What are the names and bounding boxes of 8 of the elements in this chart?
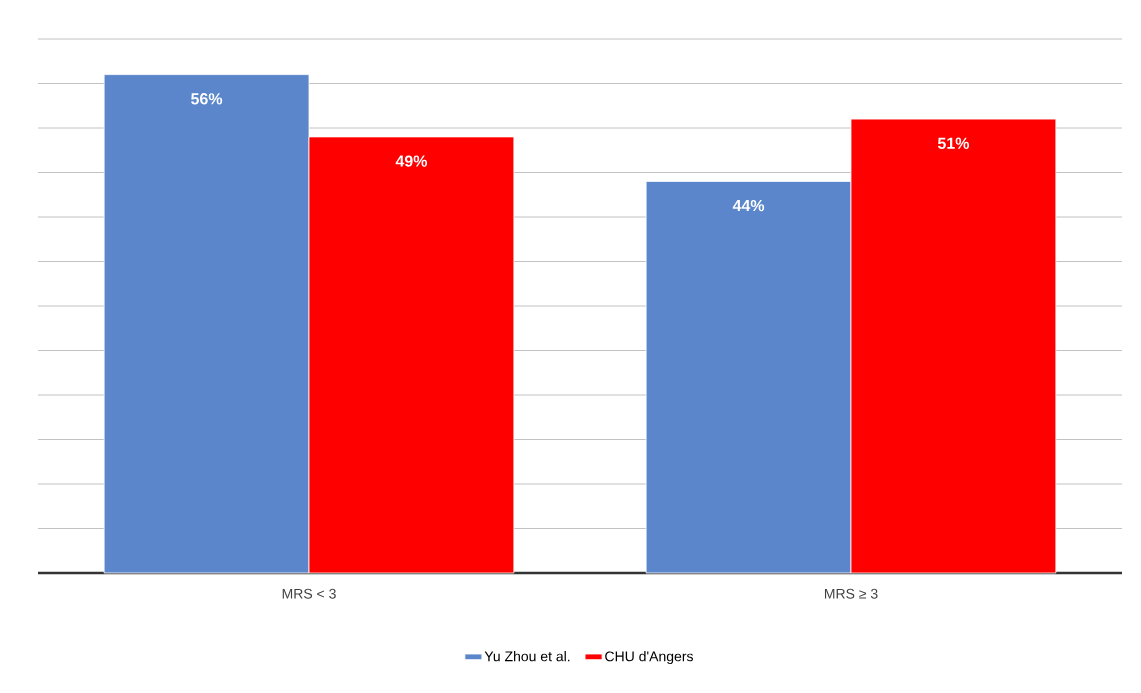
x-tick-label: MRS < 3 — [282, 588, 336, 599]
x-tick-label: MRS ≥ 3 — [824, 588, 878, 599]
legend-label: Yu Zhou et al. — [484, 651, 570, 662]
legend-label: CHU d'Angers — [605, 651, 693, 665]
data-label: 44% — [732, 199, 765, 212]
data-label: 49% — [395, 155, 428, 167]
data-label: 51% — [937, 137, 970, 149]
data-label: 56% — [191, 93, 223, 105]
